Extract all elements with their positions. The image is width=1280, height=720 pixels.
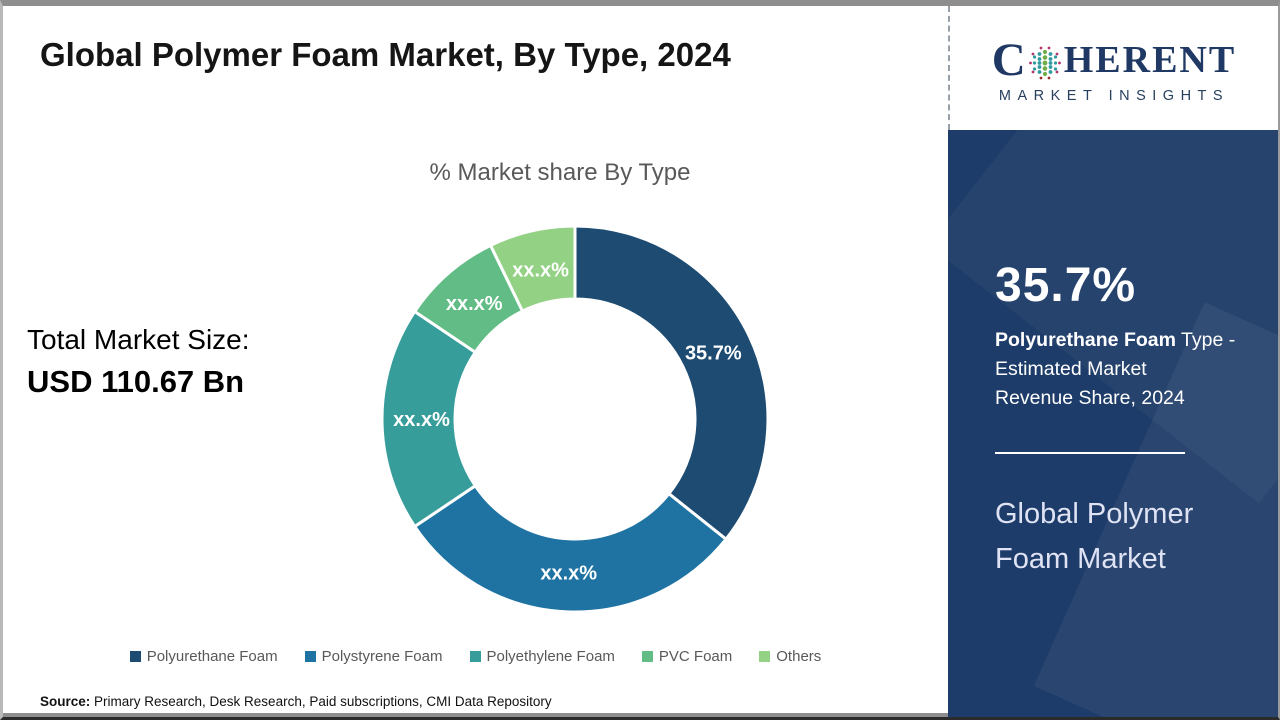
total-market-size-block: Total Market Size: USD 110.67 Bn — [27, 324, 250, 400]
source-text: Primary Research, Desk Research, Paid su… — [90, 694, 552, 709]
legend-swatch — [304, 651, 316, 662]
brand-logo-text: HERENT — [1063, 39, 1237, 81]
brand-tagline: MARKET INSIGHTS — [998, 87, 1230, 104]
chart-subtitle: % Market share By Type — [429, 159, 691, 186]
donut-segment-polyurethane-foam — [573, 224, 770, 541]
main-panel: Global Polymer Foam Market, By Type, 202… — [3, 6, 948, 717]
legend-swatch — [469, 651, 481, 662]
legend-label: Polystyrene Foam — [321, 648, 443, 665]
legend-swatch — [759, 651, 771, 662]
total-market-size-label: Total Market Size: — [27, 324, 250, 355]
highlight-share-value: 35.7% — [995, 259, 1137, 312]
slice-label-1: 35.7% — [685, 342, 742, 364]
sidebar: C — [948, 6, 1278, 717]
bottom-border-bar — [3, 713, 948, 717]
donut-segment-others — [489, 224, 577, 313]
legend-label: PVC Foam — [658, 648, 733, 665]
chart-legend: Polyurethane Foam Polystyrene Foam Polyeth… — [3, 648, 948, 665]
legend-item-polyurethane-foam: Polyurethane Foam — [129, 648, 278, 665]
slice-label-5: xx.x% — [512, 259, 569, 281]
legend-item-pvc-foam: PVC Foam — [641, 648, 733, 665]
highlight-segment-name: Polyurethane Foam — [995, 329, 1176, 351]
slice-label-3: xx.x% — [393, 409, 450, 431]
donut-chart: 35.7% xx.x% xx.x% xx.x% xx.x% — [380, 224, 770, 614]
brand-logo: C — [948, 6, 1278, 130]
highlight-panel: 35.7% Polyurethane Foam Type - Estimated… — [948, 130, 1278, 717]
legend-item-polyethylene-foam: Polyethylene Foam — [469, 648, 615, 665]
total-market-size-value: USD 110.67 Bn — [27, 364, 245, 399]
highlight-desc-line2: Estimated Market — [995, 358, 1147, 380]
donut-segment-polystyrene-foam — [413, 484, 728, 614]
highlight-desc-line3: Revenue Share, 2024 — [995, 387, 1185, 409]
legend-swatch — [641, 651, 653, 662]
legend-swatch — [129, 651, 141, 662]
highlight-description: Polyurethane Foam Type - Estimated Marke… — [995, 326, 1245, 413]
legend-item-others: Others — [759, 648, 821, 665]
legend-label: Polyurethane Foam — [146, 648, 278, 665]
source-line: Source: Primary Research, Desk Research,… — [40, 694, 552, 709]
brand-logo-row: C — [991, 33, 1237, 86]
highlight-desc-line1: Type - — [1175, 329, 1236, 351]
divider-line — [995, 452, 1185, 454]
brand-logo-letter-c: C — [991, 33, 1026, 86]
legend-label: Polyethylene Foam — [486, 648, 615, 665]
legend-label: Others — [776, 648, 822, 665]
globe-dots-icon — [1028, 46, 1061, 80]
market-name: Global Polymer Foam Market — [995, 498, 1194, 575]
slice-label-4: xx.x% — [446, 293, 503, 315]
page-title: Global Polymer Foam Market, By Type, 202… — [40, 36, 731, 73]
slice-label-2: xx.x% — [540, 562, 597, 584]
legend-item-polystyrene-foam: Polystyrene Foam — [304, 648, 443, 665]
source-label: Source: — [40, 694, 91, 709]
